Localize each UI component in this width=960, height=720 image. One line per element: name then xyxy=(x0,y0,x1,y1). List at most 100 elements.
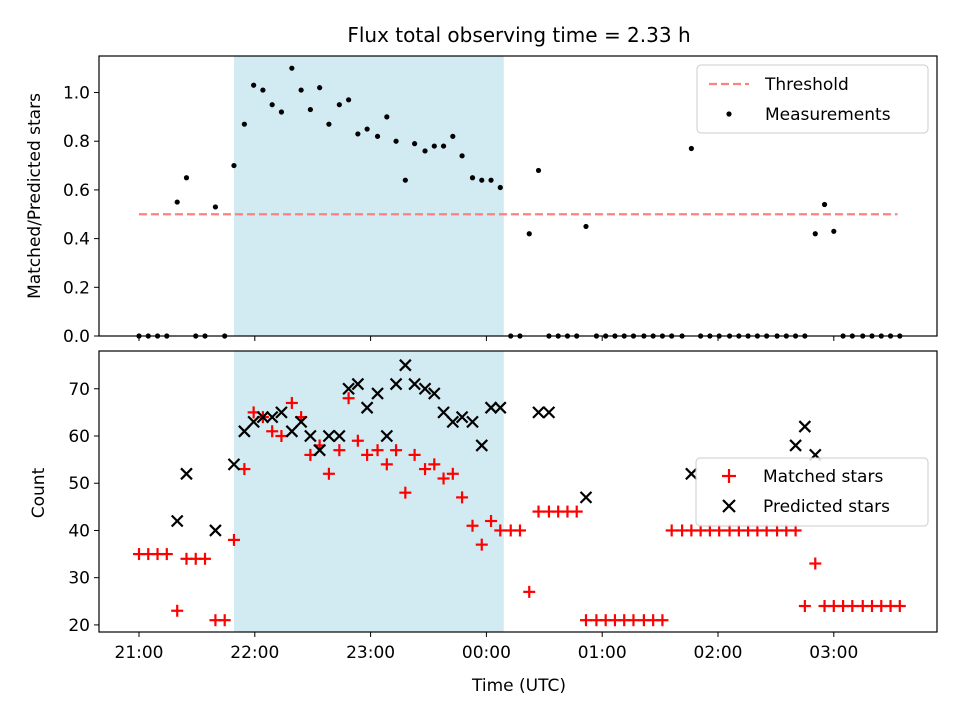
y-tick-label: 0.6 xyxy=(63,181,90,201)
y-tick-label: 0.8 xyxy=(63,132,90,152)
predicted-star-point xyxy=(408,377,421,391)
span-rect-top xyxy=(233,56,504,336)
predicted-star-point xyxy=(685,467,698,481)
matched-star-point xyxy=(893,600,906,613)
matched-star-point xyxy=(437,472,450,485)
x-axis-label: Time (UTC) xyxy=(471,676,566,696)
measurement-point xyxy=(450,133,456,139)
predicted-star-point xyxy=(313,443,326,457)
predicted-star-point xyxy=(380,429,394,443)
x-tick-label: 03:00 xyxy=(809,643,858,663)
predicted-star-point xyxy=(389,377,403,391)
matched-stars-series xyxy=(133,392,906,627)
measurement-point xyxy=(212,204,219,210)
predicted-star-point xyxy=(475,439,489,452)
predicted-star-point xyxy=(494,401,507,414)
x-tick-label: 23:00 xyxy=(346,643,395,663)
measurement-point xyxy=(535,167,542,174)
matched-star-point xyxy=(570,505,583,518)
matched-star-point xyxy=(227,533,240,546)
matched-star-point xyxy=(275,430,288,443)
predicted-star-point xyxy=(418,382,432,396)
matched-star-point xyxy=(171,604,184,617)
predicted-star-point xyxy=(466,415,479,429)
legend-matched-label: Matched stars xyxy=(763,467,883,487)
y-tick-label: 70 xyxy=(68,380,90,400)
predicted-star-point xyxy=(170,514,184,528)
measurement-point xyxy=(384,114,390,120)
predicted-star-point xyxy=(399,358,412,372)
top-x-ticks xyxy=(138,336,835,341)
matched-star-point xyxy=(399,486,412,499)
legend-matched-swatch xyxy=(722,469,736,483)
measurement-point xyxy=(526,231,532,237)
y-tick-label: 60 xyxy=(68,427,90,447)
matched-star-point xyxy=(419,463,432,476)
measurement-point xyxy=(260,87,266,93)
measurement-point xyxy=(355,131,361,137)
matched-star-point xyxy=(322,467,335,480)
bottom-legend: Matched stars Predicted stars xyxy=(695,457,929,527)
matched-star-point xyxy=(333,444,346,457)
y-tick-label: 0.4 xyxy=(63,230,90,250)
matched-star-point xyxy=(523,585,536,598)
matched-star-point xyxy=(428,458,441,471)
measurement-point xyxy=(479,177,485,183)
matched-star-point xyxy=(408,448,421,461)
matched-star-point xyxy=(579,614,592,627)
predicted-stars-series xyxy=(170,358,822,537)
predicted-star-point xyxy=(275,406,288,419)
predicted-star-point xyxy=(342,382,355,396)
measurement-point xyxy=(326,121,332,127)
matched-star-point xyxy=(456,491,469,504)
matched-star-point xyxy=(846,600,859,613)
measurement-point xyxy=(831,228,837,234)
measurement-point xyxy=(688,145,694,152)
matched-star-point xyxy=(380,458,393,471)
predicted-star-point xyxy=(542,406,556,419)
predicted-star-point xyxy=(256,410,270,424)
predicted-star-point xyxy=(532,406,545,419)
measurement-point xyxy=(278,109,285,115)
measurement-point xyxy=(402,177,408,183)
predicted-star-point xyxy=(294,415,308,429)
matched-star-point xyxy=(475,538,488,551)
predicted-star-point xyxy=(322,429,336,443)
count-panel: 20 30 40 50 60 70 21:00 22:00 23:00 00:00 01:00 02… xyxy=(29,350,938,696)
matched-star-point xyxy=(285,396,298,409)
x-tick-label: 01:00 xyxy=(578,643,627,663)
predicted-star-point xyxy=(484,401,498,414)
top-axes-frame xyxy=(98,55,938,337)
matched-star-point xyxy=(238,463,251,476)
y-tick-label: 20 xyxy=(68,616,90,636)
matched-star-point xyxy=(199,552,212,565)
measurement-point xyxy=(269,102,275,108)
predicted-star-point xyxy=(238,425,251,438)
measurement-point xyxy=(374,133,381,139)
measurement-point xyxy=(241,121,247,127)
top-y-axis-label: Matched/Predicted stars xyxy=(25,93,45,299)
measurement-point xyxy=(440,143,447,149)
bottom-y-axis-label: Count xyxy=(29,467,49,518)
matched-star-point xyxy=(798,600,811,613)
y-tick-label: 0.0 xyxy=(63,327,90,347)
measurement-point xyxy=(469,175,476,181)
y-tick-label: 1.0 xyxy=(63,84,90,104)
ratio-panel: 0.0 0.2 0.4 0.6 0.8 1.0 Matched/Predicted sta… xyxy=(25,55,938,347)
matched-star-point xyxy=(809,557,822,570)
measurement-point xyxy=(251,82,257,88)
measurement-point xyxy=(422,148,428,154)
matched-star-point xyxy=(513,524,526,537)
measurement-point xyxy=(431,143,437,149)
measurement-point xyxy=(821,201,828,208)
legend-measurements-swatch xyxy=(726,111,732,117)
x-tick-label: 00:00 xyxy=(462,643,511,663)
matched-star-point xyxy=(665,524,678,537)
predicted-star-point xyxy=(265,410,279,424)
measurement-point xyxy=(412,141,418,147)
measurement-point xyxy=(336,102,342,108)
predicted-star-point xyxy=(798,420,812,433)
matched-star-point xyxy=(351,434,364,447)
legend-measurements-label: Measurements xyxy=(765,105,891,125)
predicted-star-point xyxy=(446,415,460,429)
